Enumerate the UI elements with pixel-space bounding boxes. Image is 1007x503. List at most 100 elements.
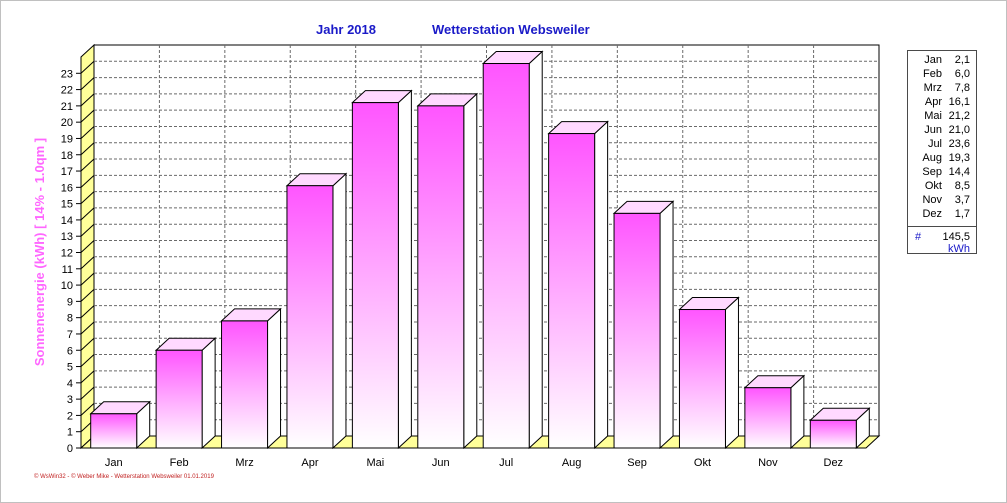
bar-front <box>482 63 530 449</box>
x-tick-label: Dez <box>824 457 844 469</box>
y-tick-label: 6 <box>67 345 73 357</box>
bar-feb <box>154 337 217 450</box>
y-tick-label: 7 <box>67 329 73 341</box>
legend-separator <box>908 226 976 227</box>
y-tick-label: 23 <box>61 68 73 80</box>
x-tick-label: Okt <box>694 457 711 469</box>
bar-side <box>267 307 282 450</box>
y-tick-label: 8 <box>67 313 73 325</box>
bar-apr <box>285 172 348 450</box>
x-tick-label: Apr <box>301 457 318 469</box>
bar-front <box>548 133 596 449</box>
bar-sep <box>612 200 675 450</box>
bar-side <box>528 50 543 450</box>
x-tick-label: Jul <box>499 457 513 469</box>
gridline-wall <box>80 207 95 221</box>
bar-okt <box>678 296 740 450</box>
legend-value: 16,1 <box>948 96 970 108</box>
legend-value: 21,0 <box>948 124 970 136</box>
y-tick-label: 22 <box>61 85 73 97</box>
bar-side <box>724 296 739 450</box>
y-tick-label: 16 <box>61 182 73 194</box>
gridline-wall <box>80 60 95 74</box>
legend-value: 23,6 <box>948 138 970 150</box>
y-tick-label: 20 <box>61 117 73 129</box>
y-tick-label: 0 <box>67 443 73 455</box>
y-tick-label: 4 <box>67 378 73 390</box>
legend-row: Jan 2,1 <box>908 54 976 68</box>
y-axis-label: Sonnenenergie (kWh) [ 14% - 1.0qm ] <box>32 138 47 366</box>
y-tick-label: 19 <box>61 133 73 145</box>
legend-row: Nov 3,7 <box>908 194 976 208</box>
bar-side <box>659 200 674 450</box>
bar-front <box>744 387 792 449</box>
legend-month: Jan <box>924 54 942 66</box>
y-tick-label: 5 <box>67 362 73 374</box>
bar-side <box>332 172 347 450</box>
gridline-wall <box>80 370 95 384</box>
gridline-wall <box>80 240 95 253</box>
bar-front <box>90 413 138 449</box>
x-tick-label: Aug <box>562 457 582 469</box>
y-tick-label: 12 <box>61 248 73 260</box>
gridline-wall <box>80 305 95 319</box>
y-tick-label: 3 <box>67 394 73 406</box>
legend-value: 3,7 <box>954 194 970 206</box>
legend-month: Mrz <box>923 82 942 94</box>
bar-mrz <box>220 307 282 450</box>
gridline-wall <box>80 354 95 367</box>
x-tick-label: Sep <box>627 457 647 469</box>
bars <box>89 50 871 450</box>
legend-value: 21,2 <box>948 110 970 122</box>
y-tick-label: 18 <box>61 150 73 162</box>
legend-row: Dez 1,7 <box>908 208 976 222</box>
y-tick-label: 10 <box>61 280 73 292</box>
gridline-wall <box>80 174 95 188</box>
legend-row: Feb 6,0 <box>908 68 976 82</box>
value-legend: Jan 2,1 Feb 6,0 Mrz 7,8 Apr 16,1 Mai 21,2 Jun 21,0 J… <box>907 50 977 255</box>
footer-credits: © WsWin32 - © Weber Mike - Wetterstation… <box>34 474 214 480</box>
legend-value: 8,5 <box>954 180 970 192</box>
bar-front <box>351 102 399 449</box>
gridline-wall <box>80 289 95 302</box>
legend-month: Mai <box>924 110 942 122</box>
legend-total-value: 145,5 <box>942 231 970 243</box>
gridline-wall <box>80 223 95 237</box>
legend-month: Jun <box>924 124 942 136</box>
legend-value: 1,7 <box>954 208 970 220</box>
bar-front <box>286 185 334 449</box>
legend-row: Sep 14,4 <box>908 166 976 180</box>
legend-row: Jun 21,0 <box>908 124 976 138</box>
gridline-wall <box>80 272 95 286</box>
legend-total-marker: # <box>915 231 922 243</box>
legend-month: Okt <box>924 180 942 192</box>
legend-month: Dez <box>922 208 942 220</box>
y-tick-label: 2 <box>67 410 73 422</box>
x-axis: Jan Feb Mrz Apr Mai Jun Jul Aug Sep Okt Nov Dez <box>105 457 843 469</box>
y-tick-label: 11 <box>62 264 73 276</box>
legend-value: 2,1 <box>954 54 970 66</box>
gridline-wall <box>80 191 95 204</box>
legend-month: Aug <box>922 152 942 164</box>
y-tick-label: 1 <box>67 427 73 439</box>
bar-side <box>201 337 216 450</box>
bar-front <box>155 349 203 449</box>
bar-side <box>397 89 412 450</box>
x-tick-label: Jun <box>432 457 450 469</box>
bar-jul <box>481 50 544 450</box>
gridline-wall <box>80 77 95 90</box>
gridline-wall <box>80 109 95 123</box>
bar-jan <box>89 400 151 450</box>
legend-value: 14,4 <box>948 166 970 178</box>
legend-total-unit: kWh <box>948 243 970 255</box>
gridline-wall <box>80 126 95 139</box>
y-tick-label: 21 <box>61 101 73 113</box>
bar-mai <box>351 89 413 450</box>
bar-side <box>463 92 478 450</box>
gridline-wall <box>80 386 95 400</box>
legend-month: Feb <box>923 68 942 80</box>
station-title: Wetterstation Websweiler <box>432 22 590 37</box>
gridline-wall <box>80 337 95 351</box>
y-tick-label: 17 <box>61 166 73 178</box>
